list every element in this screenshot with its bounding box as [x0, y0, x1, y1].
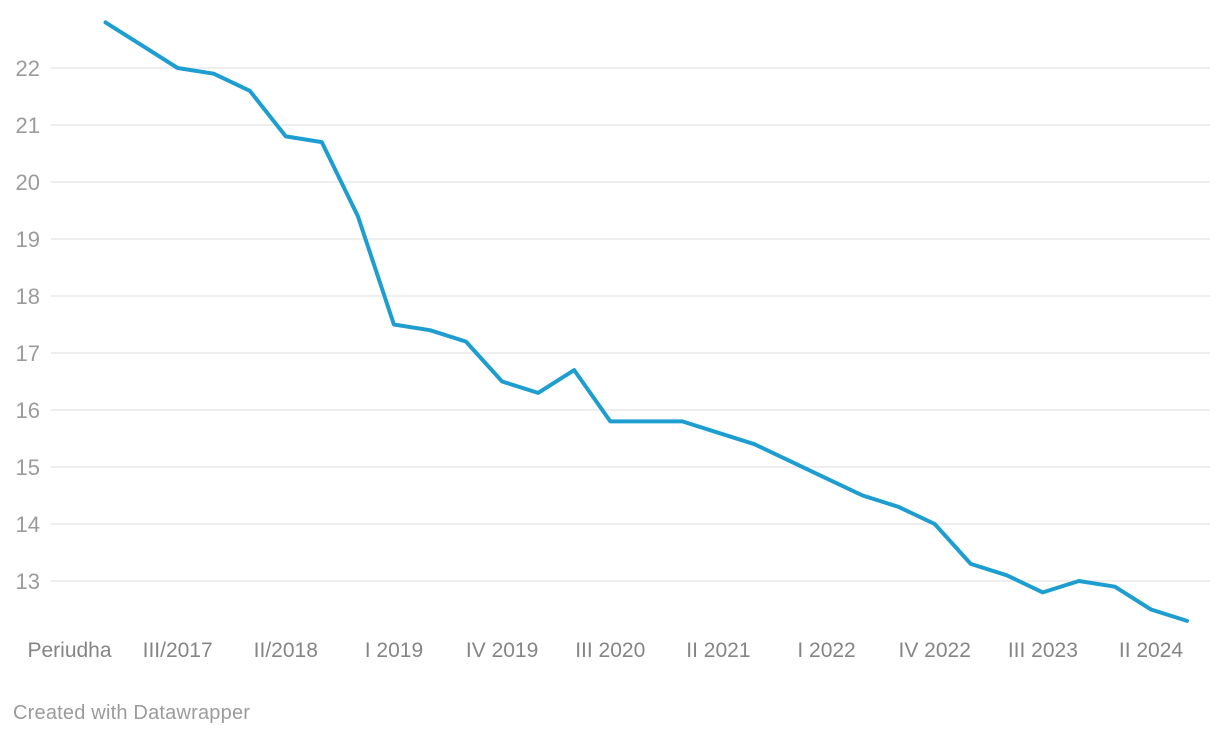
- y-axis-tick-label: 20: [16, 170, 40, 195]
- x-axis-tick-label: II 2021: [686, 639, 750, 662]
- data-line-series: [103, 20, 1189, 623]
- x-axis-tick-label: Periudha: [27, 639, 111, 662]
- y-axis-tick-label: 19: [16, 227, 40, 252]
- x-axis-tick-label: IV 2019: [466, 639, 538, 662]
- y-axis-tick-label: 18: [16, 284, 40, 309]
- y-axis-tick-label: 14: [16, 512, 40, 537]
- x-axis-tick-label: II 2024: [1119, 639, 1184, 662]
- y-axis-tick-label: 22: [16, 56, 40, 81]
- y-axis-tick-label: 17: [16, 341, 40, 366]
- y-axis-tick-label: 16: [16, 398, 40, 423]
- x-axis-tick-label: III 2020: [575, 639, 645, 662]
- x-axis-tick-label: III 2023: [1008, 639, 1078, 662]
- x-axis-tick-label: I 2019: [365, 639, 423, 662]
- y-axis-tick-label: 15: [16, 455, 40, 480]
- x-axis-tick-label: I 2022: [797, 639, 855, 662]
- x-axis-tick-label: III/2017: [143, 639, 213, 662]
- x-axis-tick-label: II/2018: [254, 639, 318, 662]
- datawrapper-credit-link[interactable]: Created with Datawrapper: [13, 702, 251, 724]
- x-axis-tick-label: IV 2022: [898, 639, 970, 662]
- y-axis-tick-label: 21: [16, 113, 40, 138]
- y-axis-tick-label: 13: [16, 569, 40, 594]
